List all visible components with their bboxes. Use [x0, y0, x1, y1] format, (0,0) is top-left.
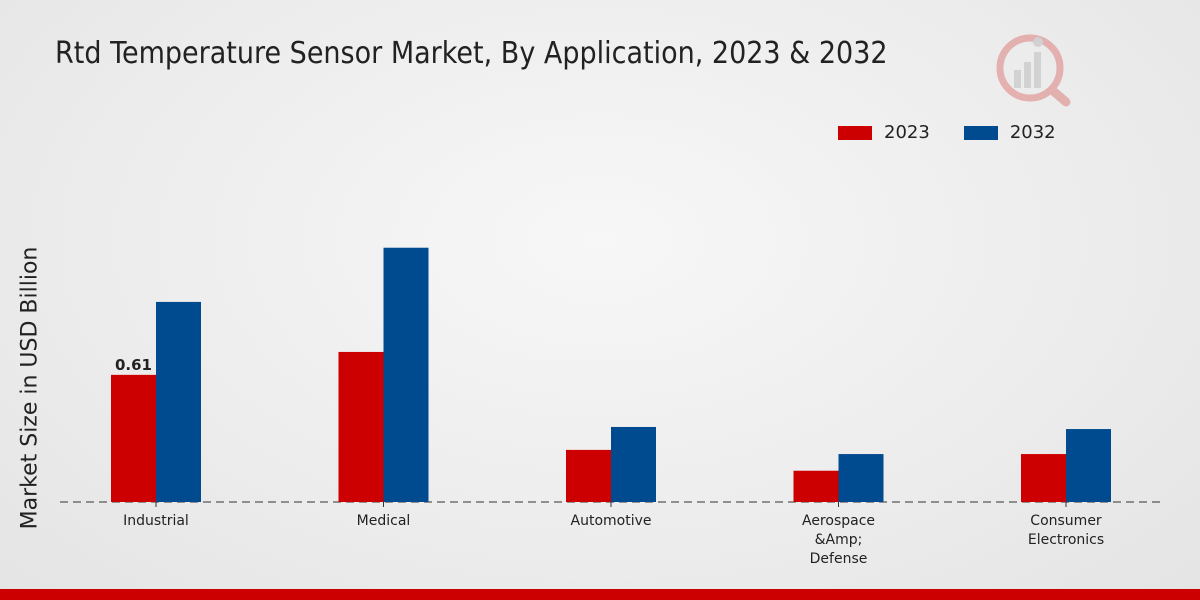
bar-2032-automotive[interactable] — [611, 426, 656, 502]
bar-2032-consumer-electronics[interactable] — [1066, 429, 1111, 502]
legend-swatch-2032 — [963, 125, 998, 140]
data-label: 0.61 — [115, 356, 152, 374]
x-tick-label: Consumer Electronics — [1028, 513, 1104, 548]
brand-logo-icon — [994, 30, 1074, 110]
x-tick-label: Medical — [357, 513, 411, 529]
x-tick-label: Automotive — [571, 513, 652, 529]
bar-2023-aerospace-amp-defense[interactable] — [793, 470, 839, 502]
legend-swatch-2023 — [838, 125, 872, 140]
bar-2023-industrial[interactable] — [111, 374, 156, 502]
bar-2023-automotive[interactable] — [566, 449, 611, 502]
legend-label-2023: 2023 — [884, 122, 930, 143]
legend-item-2032[interactable]: 2032 — [963, 122, 1056, 143]
bar-2032-industrial[interactable] — [156, 301, 201, 502]
x-tick-label: Aerospace &Amp; Defense — [802, 513, 875, 567]
chart-title: Rtd Temperature Sensor Market, By Applic… — [55, 36, 888, 71]
x-tick-label: Industrial — [123, 513, 189, 529]
bar-2032-medical[interactable] — [383, 247, 429, 502]
legend-label-2032: 2032 — [1009, 122, 1056, 143]
chart-legend: 2023 2032 — [838, 122, 1090, 143]
bar-2023-consumer-electronics[interactable] — [1021, 454, 1066, 502]
footer-bar — [0, 589, 1200, 600]
bar-2023-medical[interactable] — [338, 351, 384, 502]
bar-2032-aerospace-amp-defense[interactable] — [838, 454, 884, 502]
legend-item-2023[interactable]: 2023 — [838, 122, 930, 143]
